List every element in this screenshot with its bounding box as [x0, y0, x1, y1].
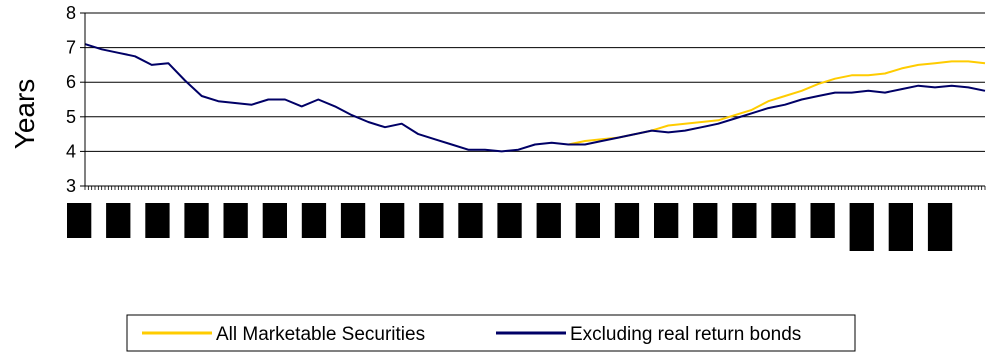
axes — [84, 13, 986, 190]
y-tick-labels: 3 4 5 6 7 8 — [66, 3, 76, 196]
x-tick-label-block-1 — [106, 203, 131, 238]
y-tick-label-7: 7 — [66, 38, 76, 58]
x-tick-label-block-20 — [849, 203, 874, 251]
x-tick-label-blocks — [67, 203, 953, 251]
x-tick-label-block-5 — [262, 203, 287, 238]
x-tick-label-block-18 — [771, 203, 796, 238]
legend: All Marketable Securities Excluding real… — [126, 314, 856, 352]
x-tick-label-block-21 — [888, 203, 913, 251]
x-tick-label-block-16 — [693, 203, 718, 238]
x-tick-label-block-4 — [223, 203, 248, 238]
series-line-1 — [84, 43, 986, 153]
x-tick-label-block-8 — [380, 203, 405, 238]
x-tick-label-block-22 — [927, 203, 953, 251]
y-tick-label-6: 6 — [66, 72, 76, 92]
x-tick-label-block-12 — [536, 203, 561, 238]
y-tick-label-3: 3 — [66, 176, 76, 196]
legend-label-excluding-rrb: Excluding real return bonds — [570, 324, 801, 345]
x-tick-label-block-11 — [497, 203, 522, 238]
y-tick-label-5: 5 — [66, 107, 76, 127]
y-axis-label: Years — [9, 79, 40, 150]
x-tick-label-block-7 — [340, 203, 366, 238]
x-tick-label-block-17 — [732, 203, 757, 238]
x-tick-label-block-19 — [810, 203, 835, 238]
gridlines — [80, 12, 985, 187]
x-tick-label-block-0 — [67, 203, 92, 238]
x-tick-label-block-14 — [614, 203, 640, 238]
x-tick-label-block-10 — [458, 203, 483, 238]
y-tick-label-8: 8 — [66, 3, 76, 23]
series-line-0 — [568, 60, 986, 146]
x-tick-label-block-2 — [145, 203, 170, 238]
x-tick-label-block-15 — [654, 203, 679, 238]
x-tick-label-block-9 — [419, 203, 444, 238]
x-tick-label-block-6 — [301, 203, 327, 238]
series-layer — [84, 43, 986, 153]
x-tick-label-block-13 — [575, 203, 600, 238]
legend-box — [126, 314, 856, 352]
y-tick-label-4: 4 — [66, 141, 76, 161]
legend-label-all-marketable: All Marketable Securities — [216, 324, 425, 345]
x-tick-label-block-3 — [184, 203, 209, 238]
